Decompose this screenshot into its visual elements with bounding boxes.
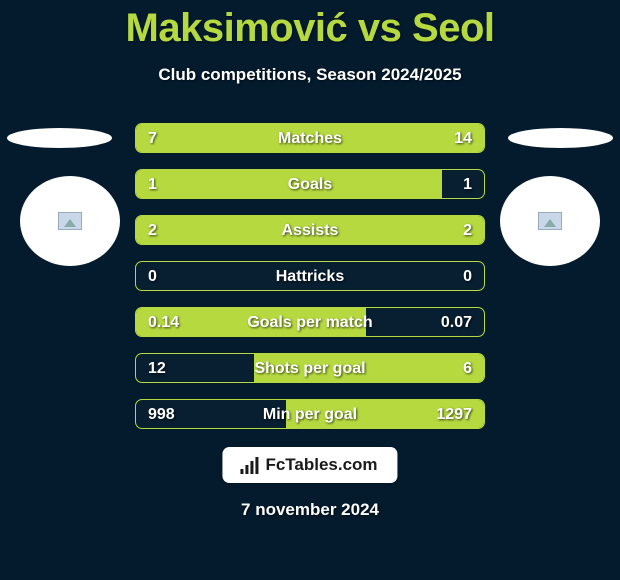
club-badge-right (500, 176, 600, 266)
image-placeholder-icon (58, 212, 82, 230)
stat-row: 1Goals1 (135, 169, 485, 199)
date-text: 7 november 2024 (0, 500, 620, 520)
stat-row: 0.14Goals per match0.07 (135, 307, 485, 337)
brand-text: FcTables.com (265, 455, 377, 475)
stat-label: Hattricks (136, 262, 484, 291)
stat-value-right: 14 (454, 124, 472, 153)
stat-label: Assists (136, 216, 484, 245)
stat-label: Shots per goal (136, 354, 484, 383)
stat-row: 2Assists2 (135, 215, 485, 245)
stat-value-right: 2 (463, 216, 472, 245)
bar-chart-icon (240, 456, 258, 474)
stat-row: 0Hattricks0 (135, 261, 485, 291)
stat-row: 12Shots per goal6 (135, 353, 485, 383)
stat-row: 998Min per goal1297 (135, 399, 485, 429)
flag-left (7, 128, 112, 148)
subtitle: Club competitions, Season 2024/2025 (0, 65, 620, 85)
stat-label: Goals per match (136, 308, 484, 337)
flag-right (508, 128, 613, 148)
brand-badge: FcTables.com (222, 447, 397, 483)
stat-value-right: 1297 (436, 400, 472, 429)
stat-label: Matches (136, 124, 484, 153)
image-placeholder-icon (538, 212, 562, 230)
page-title: Maksimović vs Seol (0, 0, 620, 51)
stat-label: Min per goal (136, 400, 484, 429)
stat-value-right: 0 (463, 262, 472, 291)
stat-value-right: 6 (463, 354, 472, 383)
stat-row: 7Matches14 (135, 123, 485, 153)
stats-table: 7Matches14 1Goals1 2Assists2 0Hattricks0 0.1… (135, 123, 485, 445)
stat-label: Goals (136, 170, 484, 199)
stat-value-right: 0.07 (441, 308, 472, 337)
club-badge-left (20, 176, 120, 266)
stat-value-right: 1 (463, 170, 472, 199)
